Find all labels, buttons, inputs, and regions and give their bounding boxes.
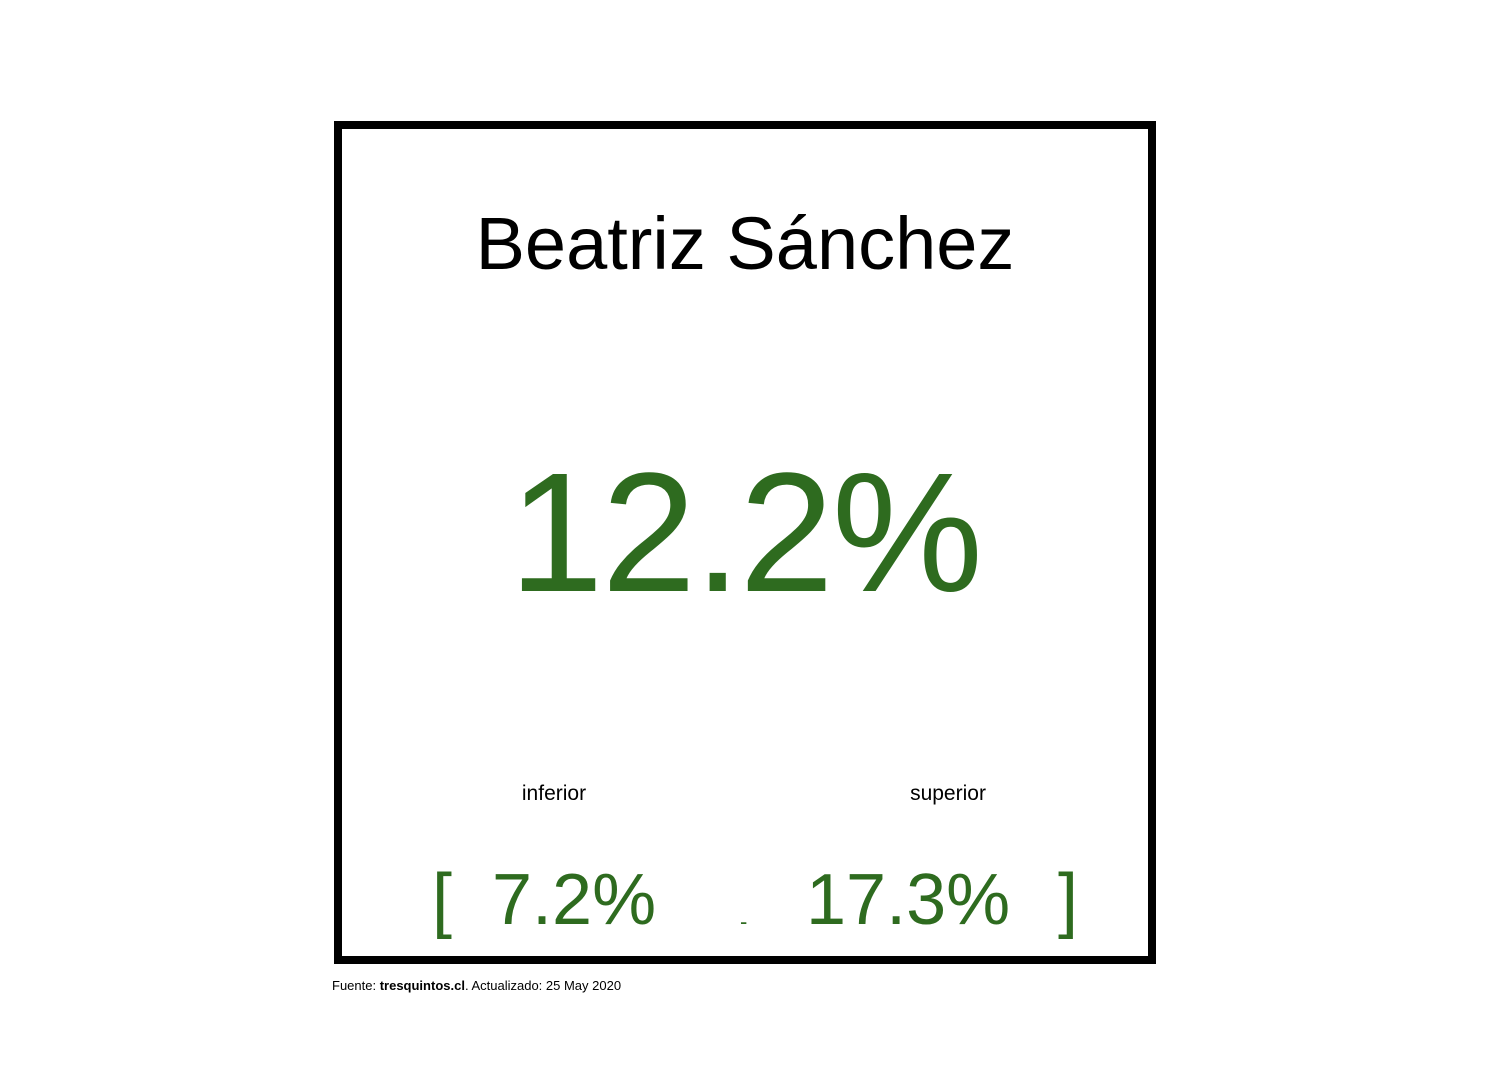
main-percentage: 12.2% [508,438,983,628]
upper-bound-value: 17.3% [806,860,1011,940]
footer-updated-text: . Actualizado: 25 May 2020 [464,978,622,993]
candidate-name: Beatriz Sánchez [475,202,1015,285]
footer-source-name: tresquintos.cl [379,978,465,993]
range-separator: - [740,909,748,934]
confidence-range: [ 7.2% - 17.3% ] [342,855,1148,945]
lower-bound-label: inferior [521,782,587,805]
upper-bound-label: superior [910,782,986,805]
range-close-bracket: ] [1058,860,1079,940]
source-footer: Fuente: tresquintos.cl. Actualizado: 25 … [332,978,621,994]
range-open-bracket: [ [432,860,453,940]
candidate-card: Beatriz Sánchez 12.2% inferior superior … [334,121,1156,964]
lower-bound-value: 7.2% [492,860,657,940]
footer-source-prefix: Fuente: [332,978,380,993]
